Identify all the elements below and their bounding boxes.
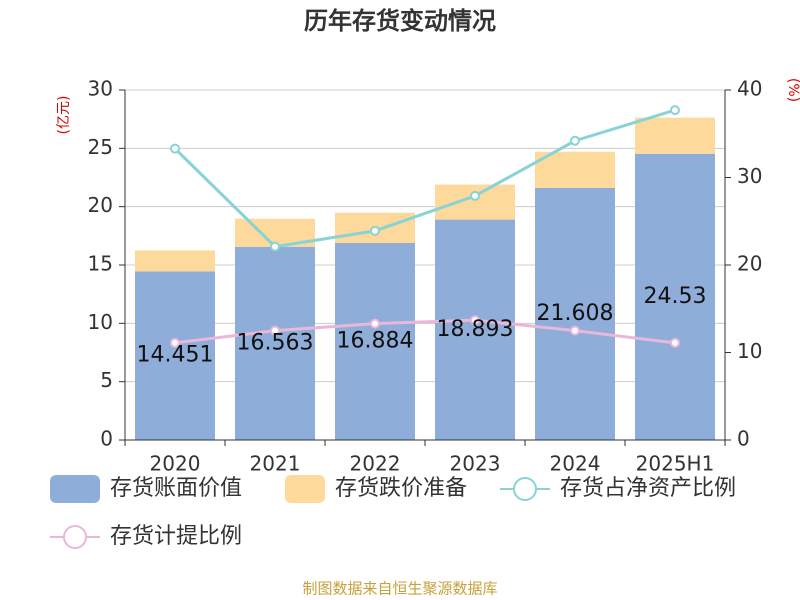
bar-segment bbox=[435, 184, 515, 220]
bar-segment bbox=[535, 151, 615, 188]
legend-swatch bbox=[63, 525, 87, 549]
x-tick-label: 2022 bbox=[350, 452, 401, 476]
line-point bbox=[670, 105, 680, 116]
bar-segment bbox=[235, 246, 315, 440]
x-tick-label: 2024 bbox=[550, 452, 601, 476]
data-label: 16.563 bbox=[237, 330, 314, 355]
y2-tick-label: 0 bbox=[737, 427, 750, 451]
y-tick-label: 30 bbox=[88, 77, 113, 101]
line-point bbox=[570, 135, 580, 146]
source-note: 制图数据来自恒生聚源数据库 bbox=[302, 580, 497, 598]
line-point bbox=[170, 143, 180, 154]
legend-label: 存货账面价值 bbox=[110, 476, 242, 501]
line-point bbox=[470, 315, 480, 326]
bar-segment bbox=[435, 219, 515, 440]
line-point bbox=[670, 337, 680, 348]
bar-segment bbox=[135, 271, 215, 440]
data-label: 14.451 bbox=[137, 343, 214, 368]
bar-segment bbox=[635, 117, 715, 154]
line-series bbox=[174, 318, 676, 345]
line-point bbox=[470, 190, 480, 201]
legend-label: 存货跌价准备 bbox=[335, 476, 467, 501]
bar-segment bbox=[335, 243, 415, 440]
legend-label: 存货占净资产比例 bbox=[560, 476, 736, 501]
line-point bbox=[570, 325, 580, 336]
line-point bbox=[270, 325, 280, 336]
bar-segment bbox=[635, 153, 715, 441]
data-label: 21.608 bbox=[537, 301, 614, 326]
legend-swatch bbox=[50, 475, 100, 503]
x-tick-label: 2020 bbox=[150, 452, 201, 476]
line-point bbox=[170, 337, 180, 348]
bar-segment bbox=[135, 250, 215, 272]
line-point bbox=[370, 225, 380, 236]
legend-swatch bbox=[513, 477, 537, 501]
data-label: 18.893 bbox=[437, 317, 514, 342]
line-point bbox=[270, 241, 280, 252]
x-tick-label: 2021 bbox=[250, 452, 301, 476]
x-tick-label: 2023 bbox=[450, 452, 501, 476]
y-tick-label: 5 bbox=[100, 368, 113, 392]
y-tick-label: 15 bbox=[88, 252, 113, 276]
y-tick-label: 10 bbox=[88, 310, 113, 334]
y-tick-label: 25 bbox=[88, 135, 113, 159]
y-tick-label: 0 bbox=[100, 427, 113, 451]
y-axis-label: (亿元) bbox=[56, 96, 72, 135]
legend-swatch bbox=[285, 475, 325, 503]
legend-label: 存货计提比例 bbox=[110, 524, 242, 549]
line-point bbox=[370, 318, 380, 329]
y2-tick-label: 40 bbox=[737, 77, 762, 101]
y2-axis-label: (%) bbox=[785, 78, 800, 102]
data-label: 24.53 bbox=[644, 284, 707, 309]
chart-title: 历年存货变动情况 bbox=[304, 7, 496, 35]
x-tick-label: 2025H1 bbox=[636, 452, 715, 476]
y-tick-label: 20 bbox=[88, 193, 113, 217]
bar-segment bbox=[535, 187, 615, 440]
line-series bbox=[173, 108, 676, 249]
y2-tick-label: 10 bbox=[737, 339, 762, 363]
y2-tick-label: 20 bbox=[737, 252, 762, 276]
data-label: 16.884 bbox=[337, 329, 414, 354]
y2-tick-label: 30 bbox=[737, 164, 762, 188]
